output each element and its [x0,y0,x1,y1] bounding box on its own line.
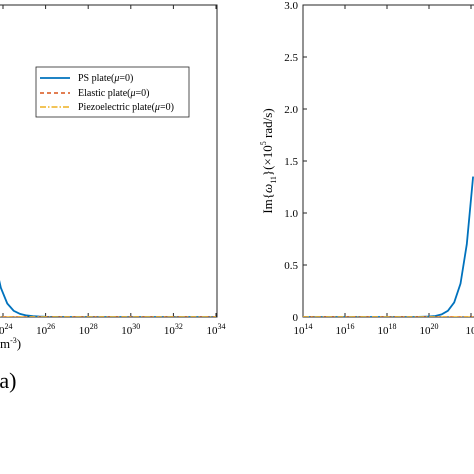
left-chart: 1024 1026 1028 1030 1032 1034 PS plate(μ=0) E… [0,4,226,393]
y-tick-label-3: 1.5 [284,156,298,168]
y-tick-label-5: 2.5 [284,52,298,64]
legend-entry-piezo: Piezoelectric plate(μ=0) [78,102,174,113]
x-tick-label-0-4: 1032 [164,322,183,337]
legend-box [35,66,190,118]
left-x-ticks: 1024 1026 1028 1030 1032 1034 [0,5,226,337]
y-tick-label-0: 0 [293,312,299,324]
x-tick-label-1-2: 1018 [378,322,397,337]
x-tick-label-1-1: 1016 [336,322,355,337]
left-x-axis-label-fragment: m-3) [0,336,21,351]
x-tick-label-1-0: 1014 [294,322,313,337]
y-tick-label-6: 3.0 [284,0,298,12]
y-tick-label-4: 2.0 [284,104,298,116]
series-line-1-0 [303,176,474,317]
right-x-ticks: 1014 1016 1018 1020 10 [294,5,474,337]
legend: PS plate(μ=0) Elastic plate(μ=0) Piezoel… [35,66,190,118]
y-tick-label-2: 1.0 [284,208,298,220]
right-chart: 0 0.5 1.0 1.5 2.0 2.5 3.0 1014 1016 1018 1020 10 I… [259,0,474,337]
right-y-ticks: 0 0.5 1.0 1.5 2.0 2.5 3.0 [284,0,307,324]
y-tick-label-1: 0.5 [284,260,298,272]
left-series-group [0,280,216,317]
right-y-axis-label: Im{ω11}(×105 rad/s) [259,108,278,213]
right-series-group [303,176,474,317]
legend-entry-elastic: Elastic plate(μ=0) [78,88,150,99]
x-tick-label-0-2: 1028 [79,322,98,337]
x-tick-label-0-1: 1026 [36,322,55,337]
left-axes-box [0,4,218,318]
series-line-0-0 [0,280,216,317]
x-tick-label-1-3: 1020 [420,322,439,337]
panel-label-a: (a) [0,368,16,393]
right-axes-box [302,4,474,318]
x-tick-label-0-5: 1034 [207,322,226,337]
x-tick-label-1-4: 10 [466,325,474,337]
x-tick-label-0-0: 1024 [0,322,13,337]
legend-entry-ps: PS plate(μ=0) [78,73,133,84]
x-tick-label-0-3: 1030 [121,322,140,337]
